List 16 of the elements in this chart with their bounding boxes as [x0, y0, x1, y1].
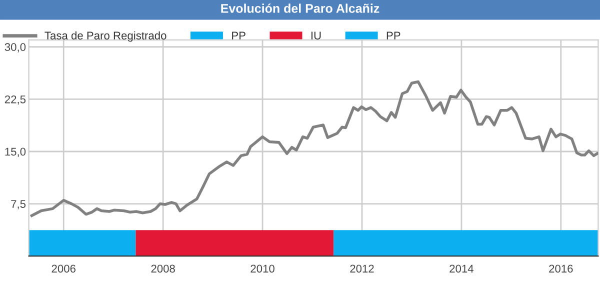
- legend-label: IU: [311, 32, 321, 40]
- legend-label: Tasa de Paro Registrado: [44, 31, 166, 42]
- x-tick-label: 2006: [52, 264, 76, 273]
- x-tick-label: 2014: [450, 264, 474, 273]
- y-tick-label: 22,5: [4, 95, 26, 105]
- x-tick-label: 2010: [250, 264, 274, 273]
- y-tick-label: 15,0: [5, 148, 26, 157]
- x-tick-label: 2008: [151, 264, 175, 273]
- line-series: [30, 80, 598, 218]
- legend-label: PP: [232, 32, 246, 40]
- legend-label: PP: [386, 32, 400, 40]
- chart-title: Evolución del Paro Alcañiz: [221, 4, 380, 13]
- x-tick-label: 2016: [549, 264, 573, 273]
- x-tick-label: 2012: [350, 264, 374, 273]
- y-tick-label: 7,5: [11, 200, 26, 210]
- y-tick-label: 30,0: [4, 43, 26, 52]
